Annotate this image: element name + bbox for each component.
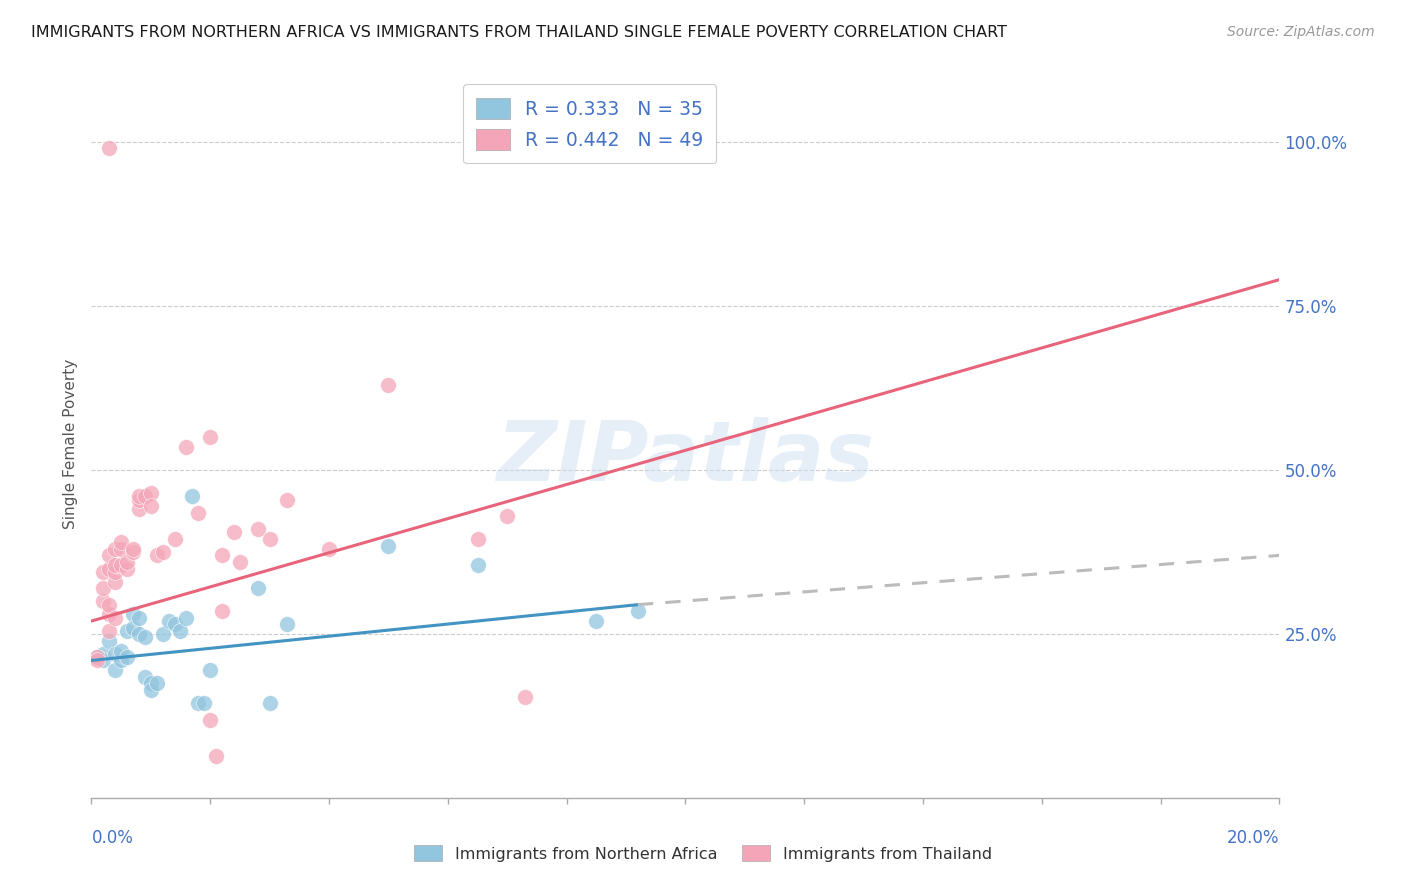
Point: [377, 539, 399, 553]
Point: [128, 492, 150, 507]
Point: [122, 545, 145, 559]
Point: [246, 581, 269, 595]
Point: [128, 502, 150, 516]
Point: [134, 631, 156, 645]
Point: [98, 607, 121, 622]
Point: [139, 683, 162, 698]
Text: ZIPatlas: ZIPatlas: [496, 417, 875, 499]
Point: [246, 522, 269, 536]
Point: [104, 611, 127, 625]
Point: [139, 676, 162, 690]
Point: [128, 489, 150, 503]
Point: [104, 541, 127, 556]
Point: [134, 670, 156, 684]
Point: [86, 653, 108, 667]
Point: [91, 581, 114, 595]
Point: [104, 574, 127, 589]
Point: [627, 604, 650, 618]
Point: [163, 617, 186, 632]
Point: [91, 653, 114, 667]
Point: [145, 676, 167, 690]
Point: [145, 549, 167, 563]
Point: [110, 541, 132, 556]
Point: [200, 713, 222, 727]
Point: [134, 489, 156, 503]
Point: [377, 377, 399, 392]
Point: [98, 633, 121, 648]
Point: [211, 549, 233, 563]
Point: [211, 604, 233, 618]
Point: [152, 545, 174, 559]
Point: [513, 690, 536, 704]
Point: [139, 486, 162, 500]
Point: [585, 614, 607, 628]
Point: [229, 555, 252, 569]
Point: [205, 748, 228, 763]
Point: [139, 499, 162, 513]
Point: [98, 549, 121, 563]
Point: [176, 440, 198, 454]
Point: [115, 555, 138, 569]
Point: [110, 643, 132, 657]
Legend: Immigrants from Northern Africa, Immigrants from Thailand: Immigrants from Northern Africa, Immigra…: [408, 838, 998, 868]
Point: [276, 617, 298, 632]
Point: [98, 624, 121, 638]
Point: [86, 650, 108, 665]
Point: [152, 627, 174, 641]
Point: [259, 696, 281, 710]
Point: [104, 663, 127, 677]
Text: 20.0%: 20.0%: [1227, 830, 1279, 847]
Text: Source: ZipAtlas.com: Source: ZipAtlas.com: [1227, 25, 1375, 39]
Point: [222, 525, 245, 540]
Point: [157, 614, 180, 628]
Point: [259, 532, 281, 546]
Point: [187, 506, 209, 520]
Text: IMMIGRANTS FROM NORTHERN AFRICA VS IMMIGRANTS FROM THAILAND SINGLE FEMALE POVERT: IMMIGRANTS FROM NORTHERN AFRICA VS IMMIG…: [31, 25, 1007, 40]
Point: [128, 611, 150, 625]
Point: [200, 430, 222, 444]
Point: [163, 532, 186, 546]
Point: [276, 492, 298, 507]
Point: [200, 663, 222, 677]
Point: [181, 489, 204, 503]
Point: [91, 647, 114, 661]
Point: [86, 650, 108, 665]
Point: [91, 594, 114, 608]
Point: [193, 696, 215, 710]
Point: [110, 558, 132, 573]
Point: [318, 541, 340, 556]
Point: [98, 561, 121, 575]
Point: [169, 624, 191, 638]
Legend: R = 0.333   N = 35, R = 0.442   N = 49: R = 0.333 N = 35, R = 0.442 N = 49: [463, 85, 717, 163]
Point: [496, 508, 519, 523]
Point: [128, 627, 150, 641]
Point: [104, 565, 127, 579]
Point: [98, 141, 121, 155]
Point: [122, 607, 145, 622]
Point: [187, 696, 209, 710]
Point: [122, 541, 145, 556]
Point: [104, 647, 127, 661]
Point: [104, 558, 127, 573]
Point: [98, 598, 121, 612]
Text: 0.0%: 0.0%: [91, 830, 134, 847]
Point: [110, 535, 132, 549]
Point: [115, 624, 138, 638]
Point: [467, 558, 489, 573]
Point: [91, 565, 114, 579]
Point: [110, 653, 132, 667]
Point: [115, 561, 138, 575]
Point: [176, 611, 198, 625]
Y-axis label: Single Female Poverty: Single Female Poverty: [63, 359, 79, 529]
Point: [467, 532, 489, 546]
Point: [115, 650, 138, 665]
Point: [122, 621, 145, 635]
